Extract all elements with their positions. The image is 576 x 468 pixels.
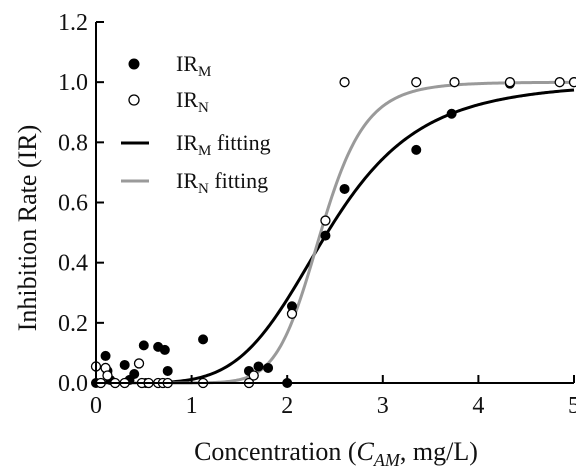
x-axis-label-var: C bbox=[357, 437, 375, 466]
point-ir-m bbox=[339, 183, 350, 194]
x-tick-label: 1 bbox=[186, 393, 198, 419]
y-tick-label: 0.4 bbox=[58, 251, 88, 277]
point-ir-m bbox=[159, 344, 170, 355]
x-axis-label-prefix: Concentration ( bbox=[194, 437, 356, 466]
legend-label-sub: M bbox=[198, 143, 211, 159]
point-ir-m bbox=[100, 350, 111, 361]
legend-label-suffix: fitting bbox=[209, 168, 268, 193]
x-tick-label: 5 bbox=[568, 393, 576, 419]
x-axis-label: Concentration (CAM, mg/L) bbox=[194, 437, 478, 468]
y-tick-label: 0.0 bbox=[58, 371, 88, 397]
y-tick-label: 1.2 bbox=[58, 10, 88, 36]
point-ir-n bbox=[339, 77, 350, 88]
fit-curve-ir-n bbox=[96, 80, 575, 385]
point-ir-n bbox=[504, 77, 516, 88]
point-ir-m bbox=[446, 108, 457, 119]
x-tick-label: 2 bbox=[281, 393, 293, 419]
point-ir-m bbox=[198, 334, 209, 345]
point-ir-m bbox=[411, 144, 422, 155]
x-tick-label: 0 bbox=[90, 393, 102, 419]
x-tick-label: 4 bbox=[472, 393, 484, 419]
legend-marker-ir-n bbox=[128, 94, 140, 106]
x-axis-label-suffix: , mg/L) bbox=[400, 437, 478, 466]
legend-label: IRM fitting bbox=[176, 130, 271, 159]
legend-label: IRN bbox=[176, 87, 209, 116]
point-ir-n bbox=[554, 77, 565, 88]
point-ir-n bbox=[320, 215, 331, 226]
point-ir-n bbox=[248, 370, 259, 381]
fit-curve-ir-m bbox=[96, 88, 575, 385]
axes: 0.0 0.2 0.4 0.6 0.8 1.0 1.2 0 1 2 3 4 5 bbox=[58, 10, 576, 419]
legend-label: IRN fitting bbox=[176, 168, 268, 197]
legend-marker-ir-m bbox=[128, 58, 140, 70]
x-axis-label-var-sub: AM bbox=[373, 450, 401, 468]
x-tick-label: 3 bbox=[377, 393, 389, 419]
point-ir-n bbox=[102, 370, 113, 381]
point-ir-m bbox=[253, 361, 264, 372]
data-markers bbox=[90, 77, 576, 389]
point-ir-m bbox=[119, 359, 130, 370]
legend-label-sub: N bbox=[198, 181, 209, 197]
legend-label-sub: N bbox=[198, 100, 209, 116]
point-ir-m bbox=[129, 368, 140, 379]
point-ir-n bbox=[449, 77, 460, 88]
legend-label-base: IR bbox=[176, 51, 198, 76]
fit-curves bbox=[96, 80, 575, 385]
point-ir-m bbox=[320, 230, 331, 241]
legend-label-base: IR bbox=[176, 130, 198, 155]
point-ir-n bbox=[411, 77, 422, 88]
point-ir-n bbox=[568, 77, 576, 88]
legend-label-base: IR bbox=[176, 87, 198, 112]
legend-label-base: IR bbox=[176, 168, 198, 193]
y-tick-label: 1.0 bbox=[58, 70, 88, 96]
y-axis-label: Inhibition Rate (IR) bbox=[13, 125, 42, 332]
point-ir-n bbox=[286, 308, 298, 319]
y-tick-label: 0.2 bbox=[58, 311, 88, 337]
y-tick-label: 0.8 bbox=[58, 130, 88, 156]
y-tick-label: 0.6 bbox=[58, 191, 88, 217]
legend-label-suffix: fitting bbox=[211, 130, 270, 155]
point-ir-n bbox=[133, 358, 145, 369]
point-ir-m bbox=[162, 365, 173, 376]
legend-label-sub: M bbox=[198, 64, 211, 80]
point-ir-m bbox=[138, 340, 149, 351]
legend-label: IRM bbox=[176, 51, 211, 80]
point-ir-m bbox=[263, 362, 274, 373]
